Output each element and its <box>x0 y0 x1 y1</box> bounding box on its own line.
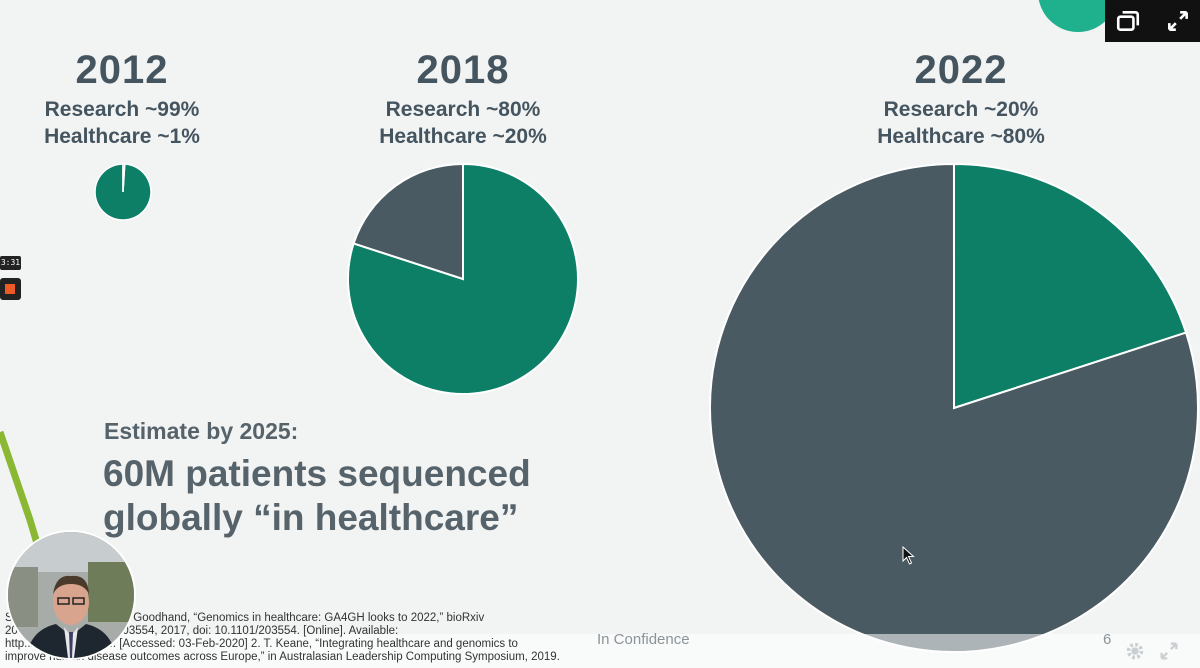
year-2012-healthcare-label: Healthcare ~1% <box>44 125 200 148</box>
picture-in-picture-icon[interactable] <box>1115 8 1141 34</box>
pie-slice-healthcare <box>709 163 1199 653</box>
expand-icon[interactable] <box>1158 640 1180 662</box>
pie-chart-2022 <box>709 163 1199 653</box>
mouse-cursor-icon <box>902 546 915 565</box>
estimate-label: Estimate by 2025: <box>104 418 299 444</box>
slide-footer <box>0 634 1200 668</box>
presenter-video-image <box>8 532 134 658</box>
reference-line: improve human disease outcomes across Eu… <box>5 651 560 663</box>
year-2018-research-label: Research ~80% <box>385 98 541 121</box>
slide-page-number: 6 <box>1103 631 1112 648</box>
record-stop-icon <box>5 284 15 294</box>
estimate-headline-line2: globally “in healthcare” <box>103 497 519 538</box>
fullscreen-icon[interactable] <box>1165 8 1191 34</box>
pie-slice-healthcare <box>122 163 126 193</box>
pie-slice-healthcare <box>352 163 465 281</box>
video-controls-bar <box>1105 0 1200 42</box>
pie-slice-research <box>347 163 579 395</box>
pie-chart-2018 <box>347 163 579 395</box>
year-2022-healthcare-label: Healthcare ~80% <box>877 125 1045 148</box>
pie-chart-2012 <box>94 163 152 221</box>
footer-confidentiality-label: In Confidence <box>597 631 690 648</box>
pie-slice-research <box>953 163 1188 410</box>
reference-line: http... ...1101/203554. [Accessed: 03-Fe… <box>5 638 518 650</box>
estimate-headline: 60M patients sequenced globally “in heal… <box>103 452 531 540</box>
year-2012-research-label: Research ~99% <box>44 98 200 121</box>
year-2012-title: 2012 <box>75 48 169 92</box>
year-2018-healthcare-label: Healthcare ~20% <box>379 125 547 148</box>
recording-timer: 3:31 <box>0 256 21 270</box>
year-2018-title: 2018 <box>416 48 510 92</box>
record-stop-button[interactable] <box>0 278 21 300</box>
settings-gear-icon[interactable] <box>1124 640 1146 662</box>
estimate-headline-line1: 60M patients sequenced <box>103 453 531 494</box>
year-2022-research-label: Research ~20% <box>883 98 1039 121</box>
year-2022-title: 2022 <box>914 48 1008 92</box>
webcam-presenter-bubble[interactable] <box>6 530 136 660</box>
